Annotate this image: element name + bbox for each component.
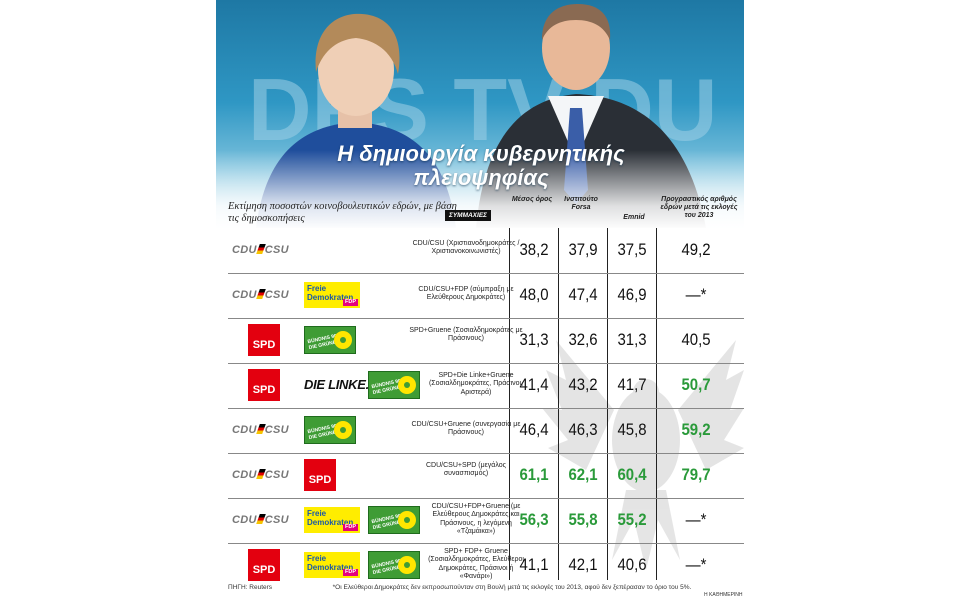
value-average: 31,3: [519, 330, 549, 349]
woman-face: [318, 24, 394, 116]
value-projected: —*: [685, 510, 707, 529]
man-face: [542, 6, 610, 90]
row-description: SPD+ FDP+ Gruene (Σοσιαλδημοκράτες, Ελεύ…: [428, 548, 524, 581]
column-header-forsa: Ινστιτούτο Forsa: [564, 196, 598, 211]
woman-hair: [315, 13, 400, 74]
cdu-csu-logo: CDU CSU: [232, 244, 289, 256]
value-projected: 49,2: [681, 240, 711, 259]
value-average: 48,0: [519, 285, 549, 304]
value-forsa: 46,3: [568, 420, 598, 439]
row-description: SPD+Die Linke+Gruene (Σοσιαλδημοκράτες, …: [428, 372, 524, 396]
cdu-csu-logo: CDU CSU: [232, 424, 289, 436]
infographic-card: DES TV DU Η δημιουργία κυβερνητικής πλει…: [216, 0, 744, 600]
value-forsa: 42,1: [568, 555, 598, 574]
column-divider: [656, 228, 657, 580]
value-forsa: 43,2: [568, 375, 598, 394]
column-divider: [509, 228, 510, 580]
footnote-text: *Οι Ελεύθεροι Δημοκράτες δεν εκπροσωπούν…: [332, 584, 692, 591]
value-forsa: 32,6: [568, 330, 598, 349]
source-label: ΠΗΓΗ: Reuters: [228, 584, 273, 591]
value-projected: 59,2: [681, 420, 711, 439]
gruene-logo: BÜNDNIS 90 DIE GRÜNEN: [368, 506, 420, 534]
column-header-projected: Προγραστικός αριθμός εδρών μετά τις εκλο…: [660, 196, 738, 219]
value-projected: 40,5: [681, 330, 711, 349]
table-row: SPD Freie Demokraten FDP BÜNDNIS 90 DIE GRÜ…: [216, 543, 744, 588]
row-description: CDU/CSU+Gruene (συνεργασία με Πράσινους): [411, 421, 521, 437]
man-hair: [542, 4, 611, 40]
column-divider: [558, 228, 559, 580]
value-projected: —*: [685, 285, 707, 304]
cdu-csu-logo: CDU CSU: [232, 469, 289, 481]
spd-logo: SPD: [248, 549, 280, 581]
gruene-logo: BÜNDNIS 90 DIE GRÜNEN: [368, 371, 420, 399]
chart-subtitle: Εκτίμηση ποσοστών κοινοβουλευτικών εδρών…: [228, 201, 457, 224]
cdu-csu-logo: CDU CSU: [232, 514, 289, 526]
row-description: SPD+Gruene (Σοσιαλδημοκράτες με Πράσινου…: [409, 327, 523, 343]
die-linke-logo: DIE LINKE.: [304, 377, 369, 392]
row-separator: [228, 363, 744, 364]
page-title: Η δημιουργία κυβερνητικής πλειοψηφίας: [337, 141, 625, 190]
value-emnid: 55,2: [617, 510, 647, 529]
row-separator: [228, 543, 744, 544]
row-description: CDU/CSU (Χριστιανοδημοκράτες /Χριστιανοκ…: [412, 240, 520, 256]
value-emnid: 45,8: [617, 420, 647, 439]
value-average: 56,3: [519, 510, 549, 529]
fdp-logo: Freie Demokraten FDP: [304, 282, 360, 308]
gruene-logo: BÜNDNIS 90 DIE GRÜNEN: [304, 326, 356, 354]
table-row: CDU CSU CDU/CSU (Χριστιανοδημοκράτες /Χρι…: [216, 228, 744, 273]
fdp-logo: Freie Demokraten FDP: [304, 552, 360, 578]
table-row: SPD DIE LINKE. BÜNDNIS 90 DIE GRÜNEN SPD+…: [216, 363, 744, 408]
value-average: 61,1: [519, 465, 549, 484]
value-forsa: 55,8: [568, 510, 598, 529]
spd-logo: SPD: [248, 369, 280, 401]
value-emnid: 37,5: [617, 240, 647, 259]
row-separator: [228, 408, 744, 409]
row-description: CDU/CSU+FDP (σύμπραξη με Ελεύθερους Δημο…: [418, 286, 514, 302]
column-header-emnid: Emnid: [623, 214, 645, 221]
row-separator: [228, 318, 744, 319]
value-projected: —*: [685, 555, 707, 574]
table-row: CDU CSU BÜNDNIS 90 DIE GRÜNEN CDU/CSU+Grue…: [216, 408, 744, 453]
row-separator: [228, 273, 744, 274]
publisher-credit: Η ΚΑΘΗΜΕΡΙΝΗ: [704, 592, 743, 598]
value-projected: 79,7: [681, 465, 711, 484]
table-row: CDU CSU SPD CDU/CSU+SPD (μεγάλος συνασπισ…: [216, 453, 744, 498]
value-average: 38,2: [519, 240, 549, 259]
value-average: 41,1: [519, 555, 549, 574]
cdu-csu-logo: CDU CSU: [232, 289, 289, 301]
value-average: 41,4: [519, 375, 549, 394]
table-row: SPD BÜNDNIS 90 DIE GRÜNEN SPD+Gruene (Σοσ…: [216, 318, 744, 363]
row-separator: [228, 498, 744, 499]
table-row: CDU CSU Freie Demokraten FDP CDU/CSU+FDP (σ…: [216, 273, 744, 318]
value-emnid: 60,4: [617, 465, 647, 484]
value-emnid: 46,9: [617, 285, 647, 304]
row-separator: [228, 453, 744, 454]
value-emnid: 41,7: [617, 375, 647, 394]
gruene-logo: BÜNDNIS 90 DIE GRÜNEN: [304, 416, 356, 444]
value-forsa: 37,9: [568, 240, 598, 259]
column-header-average: Μέσος όρος: [511, 196, 553, 203]
fdp-logo: Freie Demokraten FDP: [304, 507, 360, 533]
value-forsa: 62,1: [568, 465, 598, 484]
value-projected: 50,7: [681, 375, 711, 394]
row-description: CDU/CSU+SPD (μεγάλος συνασπισμός): [425, 462, 506, 478]
value-emnid: 31,3: [617, 330, 647, 349]
value-emnid: 40,6: [617, 555, 647, 574]
spd-logo: SPD: [304, 459, 336, 491]
column-divider: [607, 228, 608, 580]
spd-logo: SPD: [248, 324, 280, 356]
row-description: CDU/CSU+FDP+Gruene (με Ελεύθερους Δημοκρ…: [431, 503, 521, 536]
header-photo: DES TV DU: [216, 0, 744, 228]
gruene-logo: BÜNDNIS 90 DIE GRÜNEN: [368, 551, 420, 579]
table-row: CDU CSU Freie Demokraten FDP BÜNDNIS 90 DIE …: [216, 498, 744, 543]
eagle-watermark: [542, 340, 744, 570]
value-average: 46,4: [519, 420, 549, 439]
legend-tag: ΣΥΜΜΑΧΙΕΣ: [445, 210, 491, 221]
value-forsa: 47,4: [568, 285, 598, 304]
